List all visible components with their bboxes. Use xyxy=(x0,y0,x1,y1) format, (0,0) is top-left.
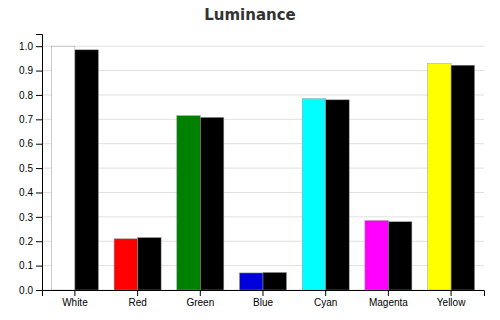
x-tick-mark xyxy=(388,290,389,296)
y-tick: 0.6 xyxy=(19,138,42,149)
bars xyxy=(51,46,474,290)
bar xyxy=(51,46,75,290)
y-tick-mark xyxy=(36,168,42,169)
y-tick-mark xyxy=(36,217,42,218)
grid-line xyxy=(42,94,484,95)
grid-line xyxy=(42,70,484,71)
x-tick-label: White xyxy=(62,297,88,308)
y-tick-label: 0.4 xyxy=(19,187,33,198)
y-tick-mark xyxy=(36,95,42,96)
y-tick-mark xyxy=(36,71,42,72)
y-tick-label: 0.2 xyxy=(19,236,33,247)
y-tick-mark xyxy=(36,266,42,267)
bar xyxy=(75,50,99,290)
x-axis-line xyxy=(43,291,485,297)
y-tick-label: 0.0 xyxy=(19,285,33,296)
x-tick: White xyxy=(62,290,88,308)
grid xyxy=(42,46,484,290)
x-tick-mark xyxy=(451,290,452,296)
bar xyxy=(138,238,162,290)
chart: 0.0 0.1 0.2 0.3 0.4 0.5 0.6 0.7 0.8 0.9 1.0 White Re… xyxy=(0,0,500,320)
y-tick: 0.2 xyxy=(19,236,42,247)
y-tick-mark xyxy=(36,290,42,291)
grid-line xyxy=(42,216,484,217)
bar xyxy=(388,222,412,290)
x-tick-mark xyxy=(325,290,326,296)
plot-area: 0.0 0.1 0.2 0.3 0.4 0.5 0.6 0.7 0.8 0.9 1.0 White Re… xyxy=(19,35,484,309)
y-tick: 1.0 xyxy=(19,41,42,52)
x-tick: Yellow xyxy=(437,290,466,308)
y-tick-mark xyxy=(36,241,42,242)
y-tick-label: 0.9 xyxy=(19,65,33,76)
x-axis: White Red Green Blue Cyan Magenta Yellow xyxy=(43,290,485,308)
x-tick-label: Cyan xyxy=(314,297,337,308)
bar xyxy=(239,273,263,290)
bar xyxy=(451,65,475,290)
y-tick: 0.9 xyxy=(19,65,42,76)
x-tick: Magenta xyxy=(369,290,408,308)
y-tick-mark xyxy=(36,46,42,47)
x-tick: Red xyxy=(128,290,146,308)
y-tick: 0.7 xyxy=(19,114,42,125)
y-tick-label: 0.8 xyxy=(19,90,33,101)
bar xyxy=(200,117,224,290)
x-tick: Blue xyxy=(253,290,273,308)
grid-line xyxy=(42,265,484,266)
x-tick-label: Green xyxy=(186,297,214,308)
y-tick: 0.5 xyxy=(19,163,42,174)
y-tick-mark xyxy=(36,192,42,193)
bar xyxy=(114,239,138,290)
y-tick: 0.1 xyxy=(19,260,42,271)
grid-line xyxy=(42,143,484,144)
x-tick-label: Blue xyxy=(253,297,273,308)
y-axis-line xyxy=(36,35,43,291)
x-tick-mark xyxy=(137,290,138,296)
title: Luminance xyxy=(204,6,296,24)
x-tick-mark xyxy=(200,290,201,296)
x-tick-mark xyxy=(263,290,264,296)
bar xyxy=(177,116,201,290)
y-tick-label: 1.0 xyxy=(19,41,33,52)
x-tick-label: Red xyxy=(128,297,146,308)
grid-line xyxy=(42,241,484,242)
bar xyxy=(326,100,350,290)
bar xyxy=(365,221,389,290)
x-tick: Cyan xyxy=(314,290,337,308)
x-tick-label: Magenta xyxy=(369,297,408,308)
y-tick-label: 0.3 xyxy=(19,212,33,223)
grid-line xyxy=(42,192,484,193)
bar xyxy=(428,64,452,290)
bar xyxy=(302,99,326,290)
y-tick-label: 0.1 xyxy=(19,260,33,271)
y-tick-mark xyxy=(36,144,42,145)
y-tick: 0.0 xyxy=(19,285,42,296)
x-tick-mark xyxy=(74,290,75,296)
y-tick: 0.8 xyxy=(19,90,42,101)
y-tick: 0.3 xyxy=(19,212,42,223)
y-tick-mark xyxy=(36,119,42,120)
y-tick-label: 0.7 xyxy=(19,114,33,125)
bar xyxy=(263,272,287,290)
grid-line xyxy=(42,46,484,47)
grid-line xyxy=(42,168,484,169)
y-tick: 0.4 xyxy=(19,187,42,198)
y-tick-label: 0.6 xyxy=(19,138,33,149)
y-tick-label: 0.5 xyxy=(19,163,33,174)
y-axis: 0.0 0.1 0.2 0.3 0.4 0.5 0.6 0.7 0.8 0.9 1.0 xyxy=(19,35,42,296)
x-tick-label: Yellow xyxy=(437,297,466,308)
grid-line xyxy=(42,119,484,120)
x-tick: Green xyxy=(186,290,214,308)
